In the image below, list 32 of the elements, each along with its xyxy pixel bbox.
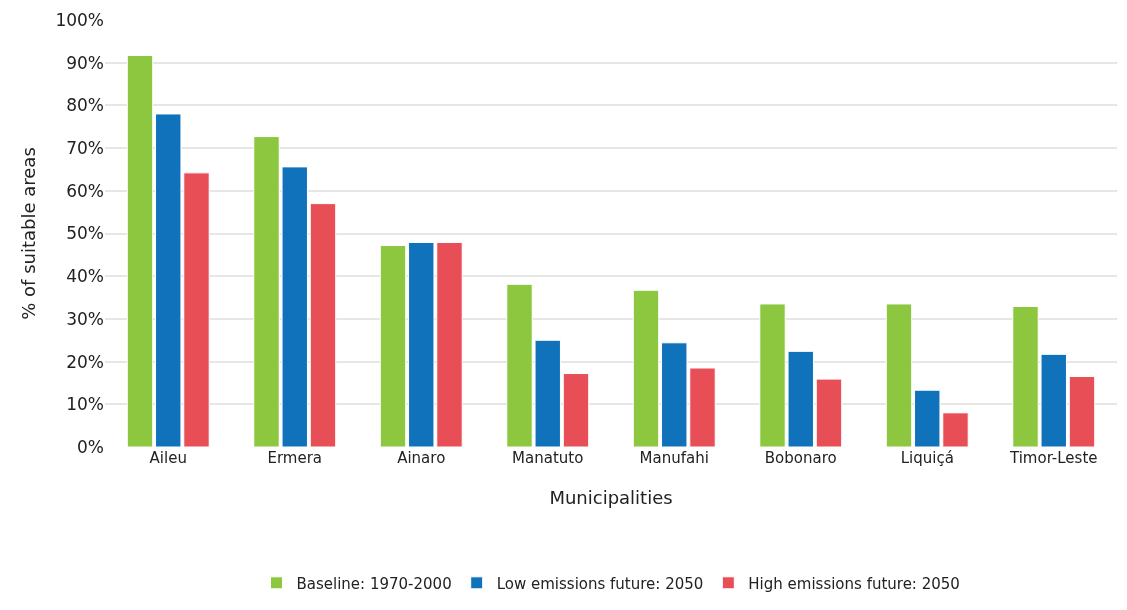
bar	[126, 54, 154, 447]
bar	[1068, 376, 1096, 447]
bar	[815, 378, 843, 447]
y-tick-label: 50%	[66, 223, 104, 244]
x-tick-label: Liquiçá	[900, 449, 954, 467]
x-axis-title: Municipalities	[549, 487, 673, 509]
bar	[562, 373, 590, 447]
legend-label: High emissions future: 2050	[748, 574, 960, 593]
y-tick-label: 30%	[66, 308, 104, 329]
y-tick-label: 60%	[66, 180, 104, 201]
x-tick-label: Manufahi	[639, 449, 709, 467]
x-tick-label: Ermera	[267, 449, 323, 467]
legend-label: Baseline: 1970-2000	[296, 574, 452, 593]
x-tick-label: Manatuto	[512, 449, 584, 467]
y-axis-title: % of suitable areas	[17, 147, 39, 320]
y-tick-label: 90%	[66, 52, 104, 73]
x-tick-label: Bobonaro	[764, 449, 837, 467]
y-tick-label: 0%	[77, 436, 104, 457]
bar	[309, 203, 337, 447]
legend-label: Low emissions future: 2050	[496, 574, 704, 593]
y-tick-label: 80%	[66, 95, 104, 116]
y-tick-label: 40%	[66, 266, 104, 287]
x-tick-label: Aileu	[149, 449, 187, 467]
y-tick-label: 20%	[66, 351, 104, 372]
x-tick-label: Ainaro	[397, 449, 446, 467]
y-tick-label: 70%	[66, 138, 104, 159]
x-tick-label: Timor-Leste	[1008, 449, 1098, 467]
y-tick-label: 100%	[55, 9, 104, 30]
bar	[379, 244, 407, 447]
y-tick-label: 10%	[66, 394, 104, 415]
bar	[885, 303, 913, 447]
bar	[632, 289, 660, 447]
